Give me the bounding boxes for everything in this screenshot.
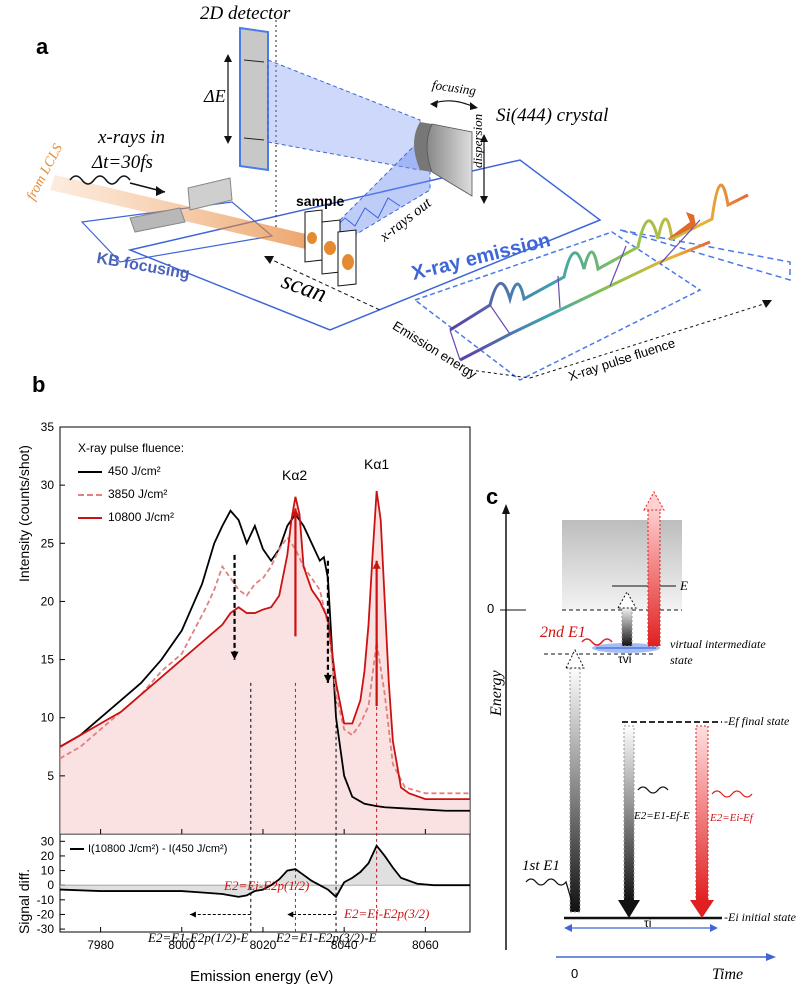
y-tick-label: 20 (41, 594, 55, 608)
first-e1-label: 1st E1 (522, 858, 560, 874)
first-photon-icon (525, 878, 573, 903)
dispersion-label: dispersion (470, 113, 485, 168)
energy-diagram (500, 490, 776, 961)
black-decay-arrow (623, 725, 635, 903)
legend-entries: 450 J/cm² 3850 J/cm² 10800 J/cm² (78, 464, 174, 533)
red-decay-arrow (695, 725, 709, 903)
emission-spectra (449, 183, 749, 362)
legend-swatch-10800 (78, 516, 102, 519)
first-excitation-arrow (569, 665, 581, 913)
final-state-label: -Ef final state (724, 714, 790, 728)
ka1-label: Kα1 (364, 456, 390, 472)
spectra-plane (413, 231, 702, 381)
diff-y-tick-label: 30 (41, 834, 55, 848)
diff-y-tick-label: 0 (47, 878, 54, 892)
detector-label: 2D detector (200, 3, 291, 24)
red-emission-photon-icon (711, 790, 753, 798)
diff-y-tick-label: -30 (37, 922, 55, 936)
diff-arrow-2-head (287, 911, 294, 918)
diff-y-axis-label: Signal diff. (16, 868, 32, 934)
annotation-e2-e1-2p12: E2=E1-E2p(1/2)-E (148, 930, 249, 945)
annotation-e2-2p32: E2=Ei-E2p(3/2) (344, 906, 430, 921)
second-e1-label: 2nd E1 (540, 624, 586, 641)
diff-fill-area (60, 845, 470, 897)
annotation-e2-2p12: E2=Ei-E2p(1/2) (224, 878, 310, 893)
second-photon-icon (581, 638, 613, 646)
red-fill-area (60, 490, 470, 834)
energy-axis-label: Energy (488, 670, 505, 716)
e2-black-label: E2=E1-Ef-E (634, 810, 690, 822)
black-emission-photon-icon (637, 786, 669, 794)
virtual-state-label-2: state (670, 653, 693, 667)
diff-arrow-1-head (189, 911, 196, 918)
zero-energy-label: 0 (487, 601, 495, 616)
arrow-down-1-head (230, 651, 239, 660)
kb-mirror-1 (129, 207, 186, 233)
diff-series-line (59, 843, 470, 899)
e2-red-label: E2=Ei-Ef (710, 812, 753, 824)
y-tick-label: 5 (47, 769, 54, 783)
panel-letter-b: b (32, 372, 46, 397)
y-tick-label: 15 (41, 653, 55, 667)
series-line-0 (59, 509, 470, 812)
xrays-in-label: x-rays in (98, 127, 166, 148)
time-axis-label: Time (712, 966, 744, 983)
crystal-label: Si(444) crystal (496, 105, 609, 126)
arrow-up-1-head (291, 508, 300, 517)
xray-wave-icon (69, 175, 131, 185)
series-line-1 (59, 535, 470, 795)
y-tick-label: 25 (41, 536, 55, 550)
arrow-up-2-head (372, 560, 381, 569)
y-axis-label: Intensity (counts/shot) (16, 445, 32, 582)
legend-label-3850: 3850 J/cm² (108, 487, 168, 501)
y-tick-label: 35 (41, 420, 55, 434)
x-tick-label: 8040 (331, 938, 358, 952)
annotation-e2-e1-2p32: E2=E1-E2p(3/2)-E (276, 930, 377, 945)
red-excitation-arrow (647, 507, 661, 647)
si-crystal (414, 122, 432, 172)
tau-vi-label: τvi (618, 652, 632, 666)
e-level-label: E (680, 578, 688, 593)
legend-label-450: 450 J/cm² (108, 464, 161, 478)
scattering-plane (127, 159, 602, 331)
panel-letter-a: a (36, 34, 49, 59)
diff-legend-label: I(10800 J/cm²) - I(450 J/cm²) (88, 843, 228, 855)
reflected-rays (267, 59, 421, 171)
y-tick-label: 10 (41, 711, 55, 725)
x-tick-label: 8060 (412, 938, 439, 952)
diff-y-tick-label: 10 (41, 864, 55, 878)
virtual-state-label-1: virtual intermediate (670, 637, 766, 651)
x-tick-label: 7980 (87, 938, 114, 952)
zero-time-label: 0 (571, 966, 579, 981)
arrow-down-2-head (323, 674, 332, 683)
diff-y-tick-label: 20 (41, 849, 55, 863)
x-tick-label: 8000 (168, 938, 195, 952)
legend-swatch-450 (78, 470, 102, 473)
panel-letter-c: c (486, 484, 499, 509)
diff-y-tick-label: -10 (37, 893, 55, 907)
legend-swatch-3850 (78, 493, 102, 496)
x-axis-label: Emission energy (eV) (190, 968, 334, 985)
diff-legend: I(10800 J/cm²) - I(450 J/cm²) (70, 843, 227, 855)
x-tick-label: 8020 (250, 938, 277, 952)
kb-mirror-2 (187, 177, 233, 211)
continuum-band (562, 520, 682, 610)
y-tick-label: 30 (41, 478, 55, 492)
diff-y-tick-label: -20 (37, 907, 55, 921)
2d-detector (239, 26, 269, 172)
legend-label-10800: 10800 J/cm² (108, 510, 175, 524)
tau-i-label: τi (644, 916, 652, 930)
sample-label: sample (296, 193, 345, 209)
delta-e-label: ΔE (204, 86, 226, 106)
legend-title: X-ray pulse fluence: (78, 441, 185, 455)
ka2-label: Kα2 (282, 467, 308, 483)
setup-schematic (50, 20, 791, 381)
initial-state-label: -Ei initial state (724, 910, 796, 924)
series-line-2 (59, 490, 470, 801)
pulse-duration-label: Δt=30fs (92, 152, 153, 173)
